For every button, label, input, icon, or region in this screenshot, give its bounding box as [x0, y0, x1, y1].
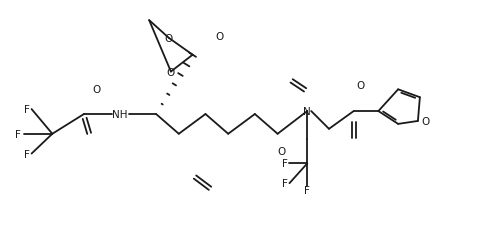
Text: F: F — [24, 149, 29, 159]
Text: O: O — [422, 116, 430, 126]
Text: F: F — [282, 178, 288, 188]
Text: O: O — [277, 146, 286, 156]
Text: F: F — [304, 185, 310, 195]
Text: F: F — [282, 159, 288, 169]
Text: F: F — [24, 105, 29, 115]
Text: O: O — [93, 85, 101, 95]
Text: O: O — [167, 67, 175, 77]
Text: O: O — [215, 32, 223, 42]
Text: NH: NH — [112, 109, 127, 119]
Text: O: O — [165, 34, 173, 44]
Text: O: O — [356, 81, 365, 91]
Text: N: N — [303, 106, 311, 117]
Text: F: F — [15, 129, 21, 139]
